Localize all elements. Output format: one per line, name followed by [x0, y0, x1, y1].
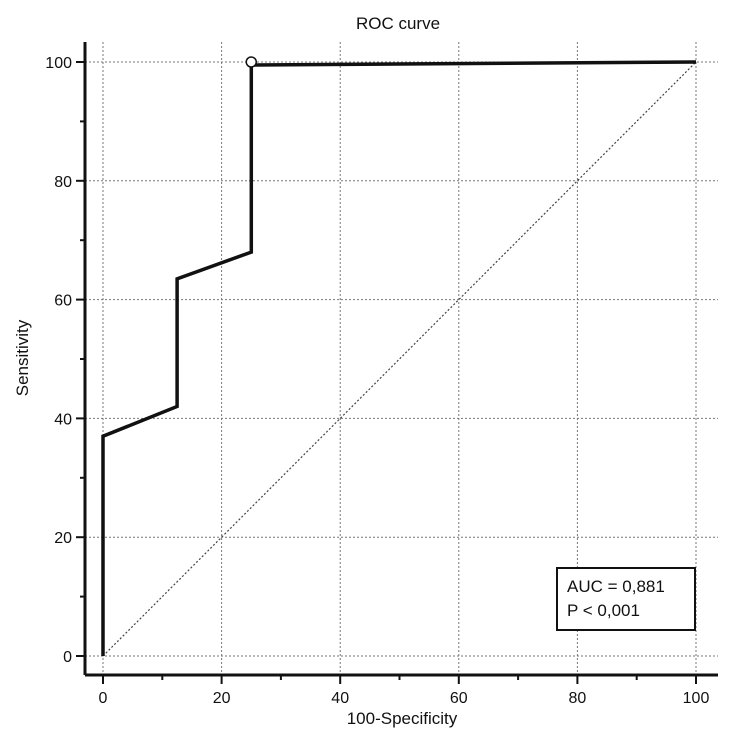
p-value-label: P < 0,001 [567, 601, 640, 620]
auc-label: AUC = 0,881 [567, 577, 665, 596]
x-tick-label: 20 [213, 690, 231, 707]
y-tick-label: 40 [54, 411, 72, 428]
x-tick-label: 0 [99, 690, 108, 707]
y-axis-label: Sensitivity [13, 319, 32, 396]
x-tick-label: 100 [683, 690, 710, 707]
stats-box-frame [556, 567, 696, 631]
chart-title: ROC curve [356, 14, 440, 33]
y-tick-label: 60 [54, 293, 72, 310]
y-tick-label: 20 [54, 530, 72, 547]
x-tick-label: 60 [450, 690, 468, 707]
axes: 0 20 40 60 80 100 0 20 40 60 80 100 [45, 42, 718, 707]
x-tick-label: 40 [331, 690, 349, 707]
cutoff-marker [245, 56, 257, 68]
y-tick-label: 80 [54, 174, 72, 191]
grid [85, 42, 718, 675]
y-tick-label: 0 [63, 649, 72, 666]
reference-diagonal [102, 61, 697, 657]
cutoff-marker-layer [245, 56, 257, 68]
reference-line [102, 61, 697, 657]
y-tick-label: 100 [45, 55, 72, 72]
x-tick-label: 80 [569, 690, 587, 707]
stats-box: AUC = 0,881 P < 0,001 [556, 567, 696, 631]
x-axis-label: 100-Specificity [347, 709, 458, 728]
